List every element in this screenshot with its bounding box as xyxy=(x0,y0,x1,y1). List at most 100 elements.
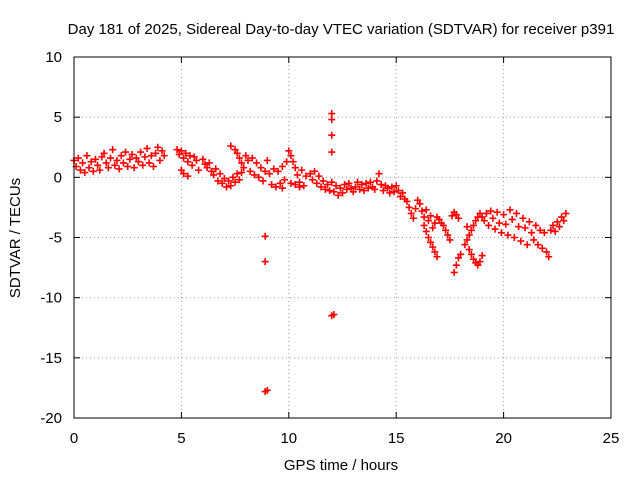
data-point xyxy=(476,258,484,266)
data-point xyxy=(117,152,125,160)
data-point xyxy=(248,154,256,162)
data-point xyxy=(220,175,228,183)
x-axis-label: GPS time / hours xyxy=(284,457,398,474)
data-point xyxy=(253,159,261,167)
data-point xyxy=(532,221,540,229)
data-point xyxy=(158,147,166,155)
data-point xyxy=(180,154,188,162)
data-point xyxy=(478,252,486,260)
data-point xyxy=(76,166,84,174)
data-point xyxy=(263,386,271,394)
data-point xyxy=(450,268,458,276)
data-point xyxy=(545,253,553,261)
grid-lines xyxy=(74,57,611,418)
data-point xyxy=(330,311,338,319)
data-point xyxy=(149,163,157,171)
data-point xyxy=(216,170,224,178)
data-point xyxy=(379,187,387,195)
data-point xyxy=(242,152,250,160)
data-point xyxy=(173,146,181,154)
data-points xyxy=(70,110,570,396)
data-point xyxy=(145,159,153,167)
data-point xyxy=(263,156,271,164)
data-point xyxy=(177,147,185,155)
data-point xyxy=(396,193,404,201)
data-point xyxy=(126,155,134,163)
data-point xyxy=(244,156,252,164)
data-point xyxy=(291,181,299,189)
data-point xyxy=(467,250,475,258)
data-point xyxy=(485,221,493,229)
data-point xyxy=(184,158,192,166)
data-point xyxy=(345,179,353,187)
data-point xyxy=(512,209,520,217)
data-point xyxy=(431,219,439,227)
x-tick-label: 25 xyxy=(603,430,620,447)
data-point xyxy=(328,110,336,118)
data-point xyxy=(495,219,503,227)
data-point xyxy=(184,172,192,180)
data-point xyxy=(500,211,508,219)
data-point xyxy=(233,170,241,178)
y-tick-label: -10 xyxy=(40,290,62,307)
data-point xyxy=(525,218,533,226)
data-point xyxy=(315,172,323,180)
data-point xyxy=(143,144,151,152)
data-point xyxy=(287,152,295,160)
data-point xyxy=(341,181,349,189)
data-point xyxy=(330,188,338,196)
data-point xyxy=(482,209,490,217)
data-point xyxy=(489,214,497,222)
data-point xyxy=(111,161,119,169)
data-point xyxy=(265,170,273,178)
data-point xyxy=(109,146,117,154)
data-point xyxy=(356,185,364,193)
data-point xyxy=(91,155,99,163)
data-point xyxy=(313,179,321,187)
data-point xyxy=(227,182,235,190)
data-point xyxy=(409,214,417,222)
y-tick-label: -15 xyxy=(40,350,62,367)
data-point xyxy=(134,158,142,166)
data-point xyxy=(89,167,97,175)
data-point xyxy=(476,209,484,217)
data-point xyxy=(278,163,286,171)
x-tick-label: 5 xyxy=(177,430,185,447)
x-tick-label: 20 xyxy=(495,430,512,447)
data-point xyxy=(272,183,280,191)
data-point xyxy=(141,153,149,161)
data-point xyxy=(521,224,529,232)
data-point xyxy=(508,215,516,223)
data-point xyxy=(79,159,87,167)
data-point xyxy=(81,169,89,177)
data-point xyxy=(446,236,454,244)
data-point xyxy=(205,159,213,167)
data-point xyxy=(555,223,563,231)
data-point xyxy=(128,150,136,158)
data-point xyxy=(364,184,372,192)
data-point xyxy=(250,171,258,179)
data-point xyxy=(386,189,394,197)
data-point xyxy=(287,179,295,187)
data-point xyxy=(562,209,570,217)
x-tick-label: 10 xyxy=(280,430,297,447)
data-point xyxy=(104,164,112,172)
data-point xyxy=(448,212,456,220)
data-point xyxy=(351,183,359,191)
data-point xyxy=(119,159,127,167)
data-point xyxy=(139,161,147,169)
data-point xyxy=(192,156,200,164)
data-point xyxy=(416,200,424,208)
data-point xyxy=(107,154,115,162)
data-point xyxy=(504,231,512,239)
data-point xyxy=(360,187,368,195)
data-point xyxy=(223,183,231,191)
data-point xyxy=(182,149,190,157)
y-tick-label: -20 xyxy=(40,410,62,427)
data-point xyxy=(177,166,185,174)
data-point xyxy=(147,152,155,160)
data-point xyxy=(474,261,482,269)
data-point xyxy=(293,171,301,179)
data-point xyxy=(195,166,203,174)
